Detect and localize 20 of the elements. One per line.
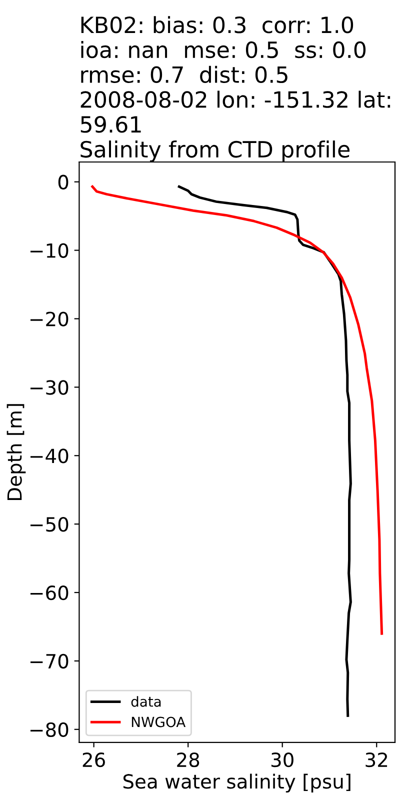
y-tick-label: −10 xyxy=(30,243,68,258)
y-tick-label: −40 xyxy=(30,448,68,464)
y-tick-label: −20 xyxy=(30,312,68,326)
line-series xyxy=(91,185,384,635)
legend-label: NWGOA xyxy=(132,716,186,728)
x-tick-label: 30 xyxy=(271,752,294,768)
x-axis-title: Sea water salinity [psu] xyxy=(123,774,350,793)
y-tick-label: −30 xyxy=(30,380,68,395)
y-tick-label: −60 xyxy=(30,585,68,600)
x-tick-label: 28 xyxy=(177,752,200,768)
y-tick-label: −80 xyxy=(30,722,68,738)
y-tick-label: −70 xyxy=(30,654,68,669)
chart-title: KB02: bias: 0.3 corr: 1.0 ioa: nan mse: 0.5 ss: 0.0 rmse: 0.7 dist: 0.5 2008-08-02 lon: -151.32 lat: 59.61 Salinity from CTD profile xyxy=(80,16,390,162)
legend-label: data xyxy=(131,696,161,707)
line-series xyxy=(178,185,352,717)
x-tick-label: 26 xyxy=(82,752,105,768)
x-tick-label: 32 xyxy=(366,752,388,768)
y-axis-title: Depth [m] xyxy=(6,404,26,500)
y-tick-label: 0 xyxy=(58,174,68,190)
y-tick-label: −50 xyxy=(30,517,68,532)
